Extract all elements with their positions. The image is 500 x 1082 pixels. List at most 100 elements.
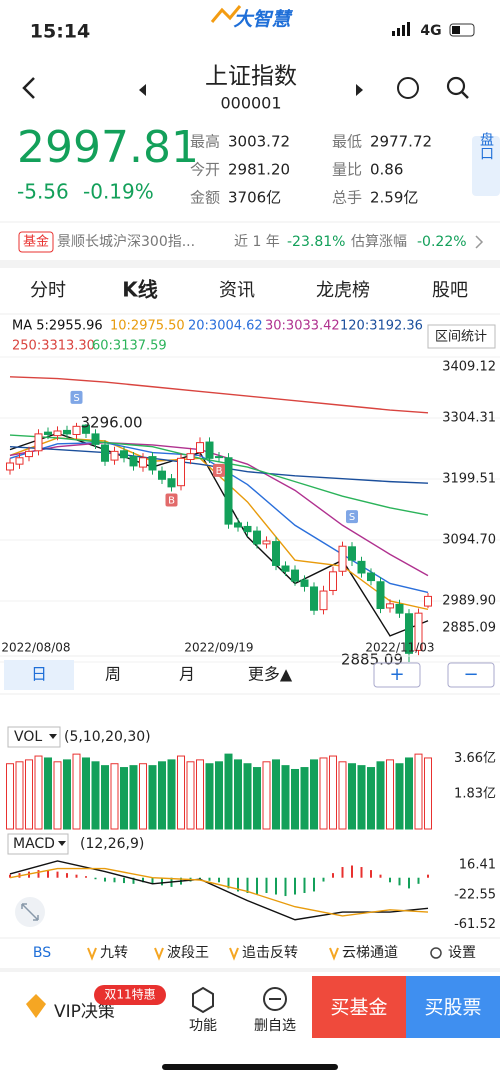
tab[interactable]: 龙虎榜 bbox=[316, 280, 370, 301]
candle-body bbox=[91, 433, 100, 445]
fund-tag: 基金 bbox=[23, 234, 49, 250]
next-button[interactable] bbox=[356, 84, 363, 96]
zoom-out-button[interactable] bbox=[447, 662, 495, 688]
back-button[interactable] bbox=[22, 77, 35, 99]
y-tick-label: 3094.70 bbox=[442, 533, 496, 548]
stat-label: 金额 bbox=[190, 189, 220, 207]
volume-bar bbox=[414, 753, 423, 830]
volume-bar bbox=[357, 765, 366, 830]
battery bbox=[449, 23, 475, 37]
stat-label: 量比 bbox=[332, 161, 362, 179]
candle-body bbox=[253, 530, 261, 545]
candle-body bbox=[357, 560, 366, 574]
macd-line bbox=[9, 860, 429, 921]
period-tab[interactable]: 日 bbox=[31, 665, 47, 684]
stats-button[interactable] bbox=[427, 324, 496, 349]
candle-body bbox=[158, 470, 166, 480]
tab[interactable]: 分时 bbox=[30, 280, 66, 301]
extreme-label: 3296.00 bbox=[81, 413, 143, 431]
volume-bar bbox=[281, 765, 290, 830]
period-tab[interactable]: 周 bbox=[105, 665, 121, 684]
zoom-out[interactable]: − bbox=[463, 664, 478, 685]
v-icon bbox=[329, 947, 339, 961]
fund-name[interactable]: 景顺长城沪深300指... bbox=[57, 234, 195, 250]
candle-body bbox=[215, 456, 223, 459]
extreme-label: 2885.09 bbox=[341, 651, 403, 669]
volume-bar bbox=[224, 753, 233, 830]
y-tick-label: 16.41 bbox=[459, 858, 496, 873]
fund-period: 近 1 年 bbox=[234, 234, 280, 250]
volume-bar bbox=[91, 761, 100, 830]
volume-bar bbox=[6, 763, 14, 830]
share-button[interactable] bbox=[397, 77, 419, 99]
vip[interactable]: VIP决策 bbox=[54, 1002, 115, 1022]
ma-line bbox=[9, 437, 429, 611]
y-tick-label: 2989.90 bbox=[442, 593, 496, 608]
candle-body bbox=[348, 546, 356, 561]
prev-button[interactable] bbox=[139, 84, 146, 96]
period-tab[interactable]: 更多▲ bbox=[248, 665, 293, 684]
volume-bar bbox=[177, 755, 185, 830]
zoom-in[interactable]: + bbox=[389, 664, 404, 685]
tab[interactable]: 股吧 bbox=[432, 280, 468, 301]
legend-item: 20:3004.62 bbox=[188, 319, 263, 334]
signal-label: B bbox=[216, 466, 223, 477]
stats-button-label[interactable]: 区间统计 bbox=[435, 330, 487, 345]
vol-selector[interactable] bbox=[7, 726, 61, 748]
buy-stock-button[interactable] bbox=[406, 976, 500, 1038]
brand-logo bbox=[210, 5, 242, 23]
tab[interactable]: K线 bbox=[122, 278, 158, 302]
func[interactable]: 功能 bbox=[189, 1018, 217, 1034]
indicator[interactable]: 云梯通道 bbox=[342, 945, 398, 961]
buy-fund[interactable]: 买基金 bbox=[330, 997, 387, 1019]
stat-label: 总手 bbox=[332, 189, 362, 207]
settings[interactable]: 设置 bbox=[448, 945, 476, 961]
badge-bg bbox=[94, 985, 166, 1005]
volume-bar bbox=[338, 761, 347, 830]
y-tick-label: -22.55 bbox=[454, 887, 496, 902]
y-tick-label: -61.52 bbox=[454, 917, 496, 932]
indicator[interactable]: 九转 bbox=[100, 945, 128, 961]
side-tab-label: 盘口 bbox=[478, 131, 494, 160]
stat-label: 最低 bbox=[332, 133, 362, 151]
candle-body bbox=[148, 456, 157, 471]
network: 4G bbox=[420, 23, 441, 39]
fund-arrow[interactable] bbox=[475, 235, 484, 249]
legend-item: MA 5:2955.96 bbox=[12, 319, 103, 334]
candle-body bbox=[281, 565, 290, 572]
edit[interactable]: 删自选 bbox=[254, 1018, 296, 1034]
side-tab[interactable] bbox=[472, 136, 500, 196]
buy-stock[interactable]: 买股票 bbox=[424, 997, 481, 1019]
buy-fund-button[interactable] bbox=[312, 976, 406, 1038]
bs-indicator[interactable]: BS bbox=[33, 945, 51, 961]
indicator[interactable]: 波段王 bbox=[167, 945, 209, 961]
candle-body bbox=[101, 444, 109, 462]
volume-bar bbox=[120, 767, 128, 830]
search-button[interactable] bbox=[446, 76, 466, 96]
volume-bar bbox=[167, 759, 176, 830]
volume-bar bbox=[405, 757, 413, 830]
signal-badge bbox=[165, 493, 178, 507]
tab[interactable]: 资讯 bbox=[219, 280, 255, 301]
y-tick-label: 3.66亿 bbox=[454, 751, 496, 766]
volume-bar bbox=[129, 765, 138, 830]
volume-bar bbox=[63, 759, 71, 830]
period-tab[interactable]: 月 bbox=[179, 665, 195, 684]
candle-body bbox=[205, 441, 214, 459]
macd-selector[interactable] bbox=[7, 833, 69, 855]
candle-body bbox=[367, 572, 375, 582]
volume-bar bbox=[215, 761, 223, 830]
badge: 双11特惠 bbox=[104, 987, 155, 1002]
candle-body bbox=[262, 540, 271, 545]
vol-title[interactable]: VOL bbox=[14, 729, 42, 745]
y-tick-label: 2885.09 bbox=[442, 621, 496, 636]
zoom-in-button[interactable] bbox=[373, 662, 421, 688]
volume-bar bbox=[424, 757, 432, 830]
price: 2997.81 bbox=[17, 122, 199, 173]
candle-body bbox=[15, 457, 24, 465]
indicator[interactable]: 追击反转 bbox=[242, 945, 298, 961]
battery-level bbox=[452, 26, 460, 34]
macd-title[interactable]: MACD bbox=[13, 836, 55, 852]
stat-label: 最高 bbox=[190, 133, 220, 151]
volume-bar bbox=[186, 761, 195, 830]
